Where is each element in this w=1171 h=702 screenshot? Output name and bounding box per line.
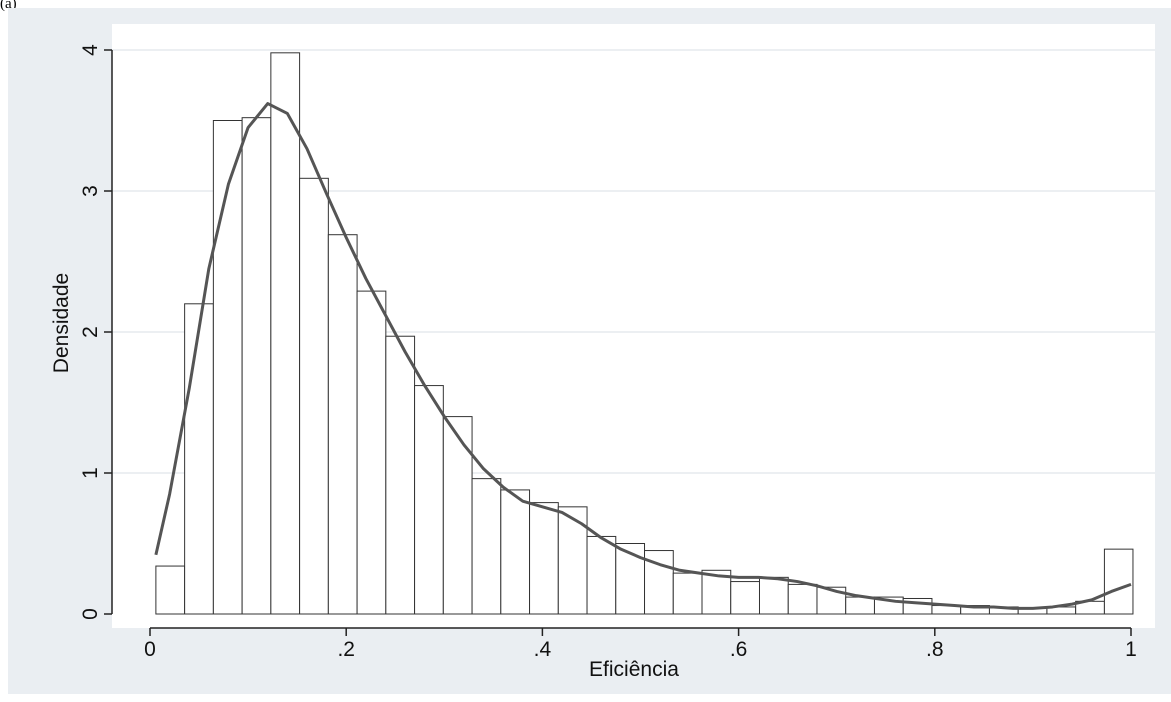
x-tick-label: .8 <box>926 638 944 661</box>
y-tick-label: 2 <box>79 326 102 338</box>
y-axis-ticks: 0 1 2 3 4 <box>79 44 112 620</box>
y-tick-label: 0 <box>79 608 102 620</box>
histogram-bar <box>758 576 789 615</box>
histogram-bar <box>299 177 329 615</box>
density-curve <box>154 102 1132 610</box>
x-tick-label: 1 <box>1125 638 1137 661</box>
histogram-bar <box>241 117 272 615</box>
histogram-bar <box>155 565 186 615</box>
histogram-bar <box>529 502 559 615</box>
histogram-bar <box>615 543 646 615</box>
histogram-bar <box>327 234 358 615</box>
y-tick-label: 1 <box>79 467 102 479</box>
histogram-bar <box>500 489 531 615</box>
histogram-bar <box>672 572 703 615</box>
density-curve-layer <box>154 102 1132 610</box>
x-tick-label: 0 <box>144 638 156 661</box>
histogram-bar <box>356 290 387 615</box>
histogram-bar <box>471 478 502 615</box>
x-tick-label: .2 <box>337 638 355 661</box>
y-tick-label: 4 <box>79 44 102 56</box>
histogram-bar <box>385 335 416 615</box>
histogram-bar <box>212 120 243 615</box>
x-tick-label: .6 <box>730 638 748 661</box>
histogram-bar <box>845 596 875 615</box>
histogram-bar <box>270 52 301 615</box>
histogram-bar <box>414 385 444 615</box>
x-tick-label: .4 <box>534 638 552 661</box>
histogram-bar <box>730 581 760 615</box>
histogram-bar <box>586 535 617 615</box>
y-axis-title: Densidade <box>50 273 73 373</box>
histogram-bar <box>184 303 214 615</box>
y-tick-label: 3 <box>79 185 102 197</box>
histogram-bar <box>1103 548 1134 615</box>
x-axis-title: Eficiência <box>589 658 679 681</box>
x-axis-ticks: 0 .2 .4 .6 .8 1 <box>144 628 1137 661</box>
histogram-bar <box>787 583 818 615</box>
histogram-bar <box>442 416 473 615</box>
